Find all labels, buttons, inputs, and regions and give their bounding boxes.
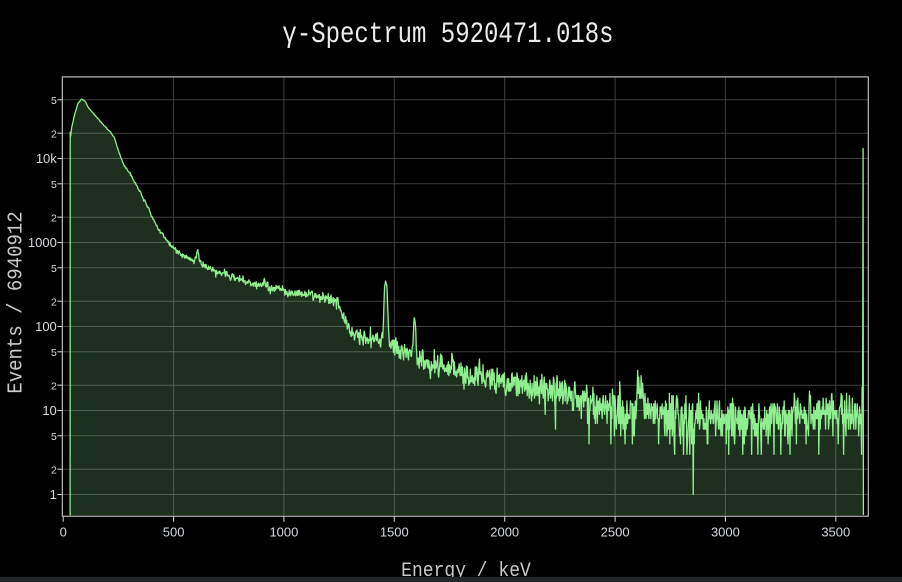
svg-text:5: 5 <box>51 179 57 191</box>
svg-text:3500: 3500 <box>821 525 850 540</box>
svg-text:Energy / keV: Energy / keV <box>401 559 531 582</box>
svg-text:1: 1 <box>50 487 57 502</box>
svg-text:1500: 1500 <box>380 525 409 540</box>
svg-text:1000: 1000 <box>269 525 298 540</box>
svg-text:2: 2 <box>51 128 57 140</box>
svg-text:Events / 6940912: Events / 6940912 <box>5 211 29 393</box>
svg-text:γ-Spectrum 5920471.018s: γ-Spectrum 5920471.018s <box>282 18 613 52</box>
svg-text:2: 2 <box>51 212 57 224</box>
svg-text:5: 5 <box>51 95 57 107</box>
svg-text:2: 2 <box>51 296 57 308</box>
svg-text:5: 5 <box>51 263 57 275</box>
svg-text:2500: 2500 <box>601 525 630 540</box>
svg-text:500: 500 <box>163 525 185 540</box>
svg-text:100: 100 <box>35 319 57 334</box>
svg-text:2000: 2000 <box>490 525 519 540</box>
svg-text:2: 2 <box>51 380 57 392</box>
svg-text:5: 5 <box>51 347 57 359</box>
svg-text:2: 2 <box>51 464 57 476</box>
svg-text:5: 5 <box>51 431 57 443</box>
svg-text:0: 0 <box>60 525 67 540</box>
svg-text:3000: 3000 <box>711 525 740 540</box>
svg-text:10: 10 <box>42 403 56 418</box>
svg-text:10k: 10k <box>36 151 57 166</box>
svg-text:1000: 1000 <box>28 235 57 250</box>
